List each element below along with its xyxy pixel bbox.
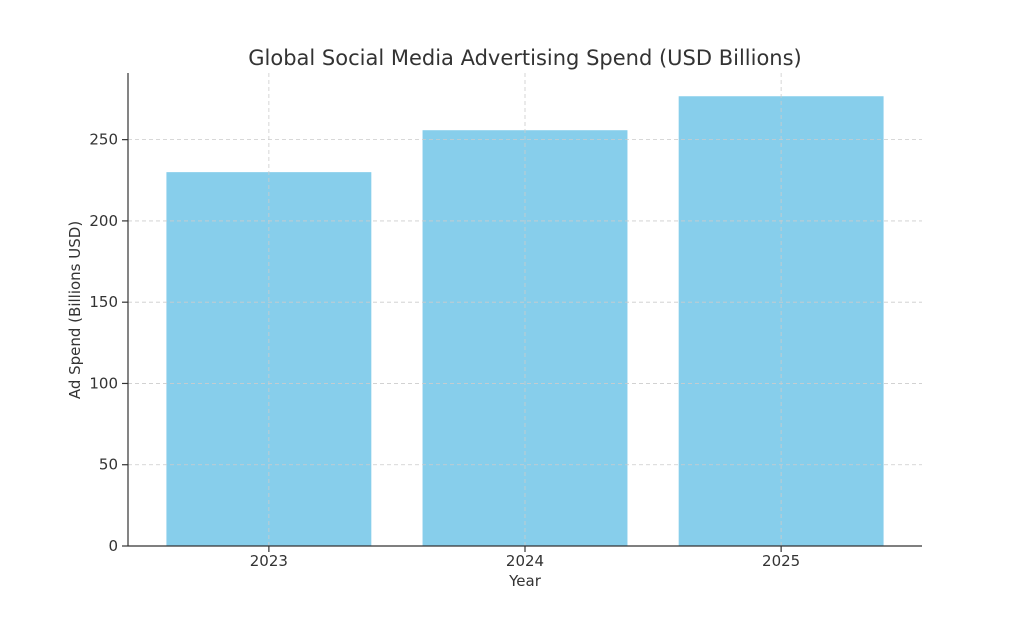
y-tick-label: 200 xyxy=(89,212,118,230)
tick-layer: 0 50 100 150 200 250 2023 2024 2025 xyxy=(89,131,800,570)
chart-title: Global Social Media Advertising Spend (U… xyxy=(248,46,802,70)
x-tick-label: 2025 xyxy=(762,552,800,570)
x-tick-label: 2024 xyxy=(506,552,544,570)
grid-layer xyxy=(128,73,922,546)
x-axis-label: Year xyxy=(508,572,542,590)
y-tick-label: 250 xyxy=(89,131,118,149)
y-tick-label: 50 xyxy=(99,456,118,474)
y-tick-label: 100 xyxy=(89,374,118,392)
y-axis-label: Ad Spend (Billions USD) xyxy=(66,221,84,399)
x-tick-label: 2023 xyxy=(250,552,288,570)
y-tick-label: 150 xyxy=(89,293,118,311)
y-tick-label: 0 xyxy=(108,537,118,555)
